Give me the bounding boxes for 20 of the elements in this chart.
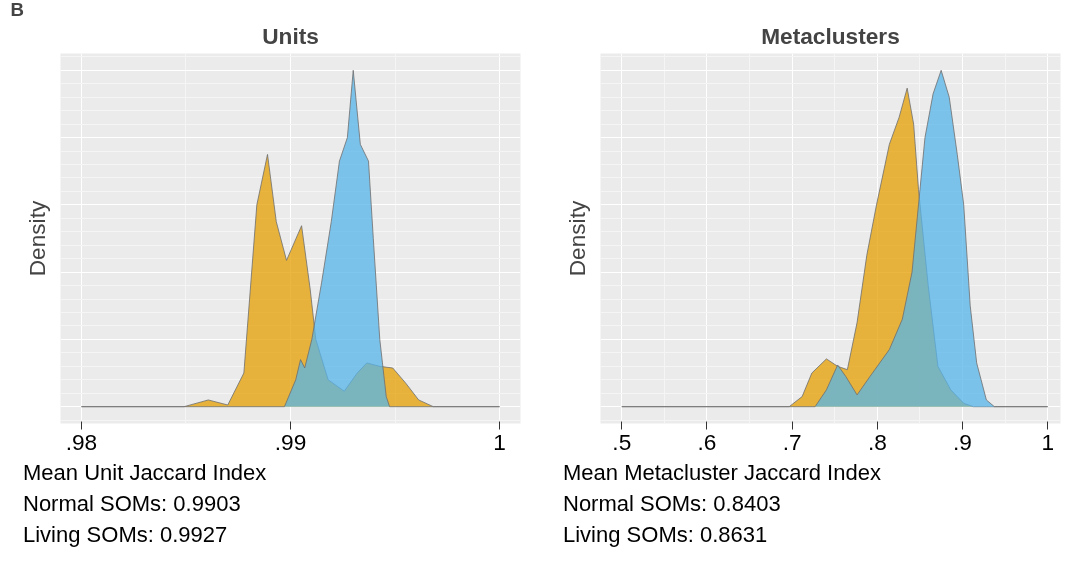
text: B: [10, 0, 24, 20]
text: Mean Unit Jaccard Index: [23, 459, 267, 487]
x-tick-label: .6: [697, 428, 717, 455]
x-tick-label: .98: [65, 428, 98, 455]
text: Mean Metacluster Jaccard Index: [563, 459, 881, 487]
x-tick-label: 1: [1041, 428, 1055, 455]
x-tick-label: .99: [274, 428, 307, 455]
y-axis-title: Density: [563, 200, 590, 277]
text: Normal SOMs: 0.9903: [23, 490, 242, 518]
text: Living SOMs: 0.8631: [563, 521, 769, 549]
x-tick-label: .9: [953, 428, 972, 455]
y-axis-title: Density: [23, 200, 50, 277]
x-tick-label: .5: [612, 428, 632, 455]
x-tick-label: .8: [867, 428, 887, 455]
chart-title: Units: [262, 22, 319, 49]
x-tick-label: .7: [782, 428, 802, 455]
text: Normal SOMs: 0.8403: [563, 490, 782, 518]
chart-title: Metaclusters: [761, 22, 900, 49]
text: Living SOMs: 0.9927: [23, 521, 229, 549]
x-tick-label: 1: [493, 428, 506, 455]
